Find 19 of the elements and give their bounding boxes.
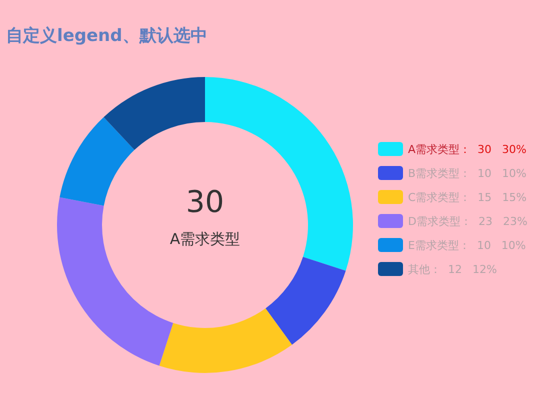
legend-label: A需求类型	[408, 143, 460, 156]
data-label: ： 12 12%	[430, 263, 497, 276]
data-label: ： 10 10%	[458, 239, 526, 252]
donut-slice	[60, 117, 134, 206]
donut-slice	[159, 308, 292, 373]
data-label: ： 23 23%	[460, 215, 528, 228]
text: A需求类型	[170, 230, 240, 248]
legend-label: 其他	[408, 263, 430, 276]
text: 30	[186, 185, 224, 220]
donut-slice	[266, 256, 346, 345]
data-label: ： 15 15%	[460, 191, 527, 204]
legend-label: D需求类型	[408, 215, 460, 228]
donut-slice	[104, 77, 205, 150]
chart-title: 自定义legend、默认选中	[6, 26, 208, 46]
legend-label: B需求类型	[408, 167, 460, 180]
data-label: ： 10 10%	[460, 167, 526, 180]
data-label: ： 30 30%	[460, 143, 526, 156]
legend-label: E需求类型	[408, 239, 459, 252]
legend-label: C需求类型	[408, 191, 460, 204]
